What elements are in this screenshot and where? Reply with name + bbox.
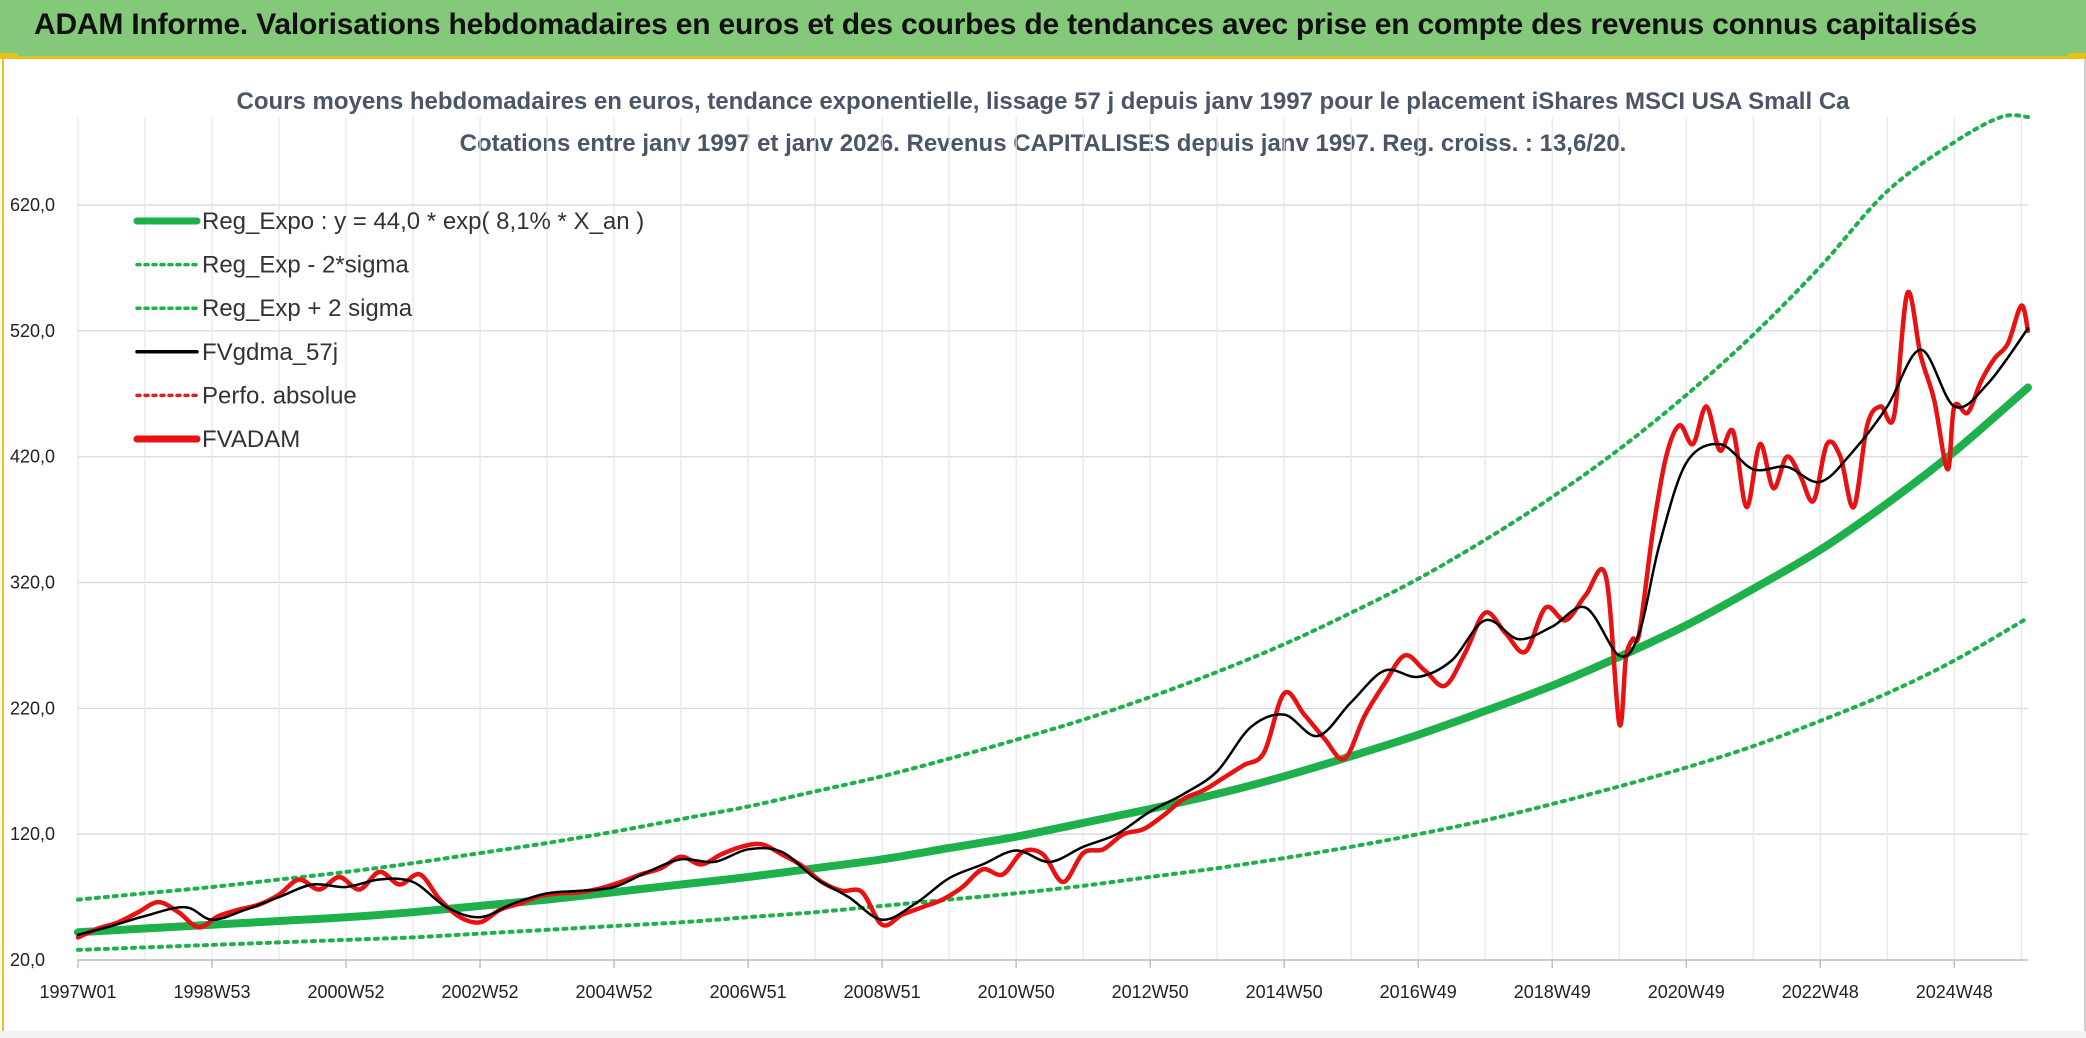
- chart-area: [2, 59, 2086, 1033]
- legend-label: FVgdma_57j: [202, 339, 338, 366]
- x-tick-label: 2018W49: [1514, 982, 1591, 1002]
- x-tick-label: 2002W52: [442, 982, 519, 1002]
- chart-subtitle: Cotations entre janv 1997 et janv 2026. …: [460, 130, 1627, 157]
- report-title: ADAM Informe. Valorisations hebdomadaire…: [34, 8, 1977, 41]
- x-tick-label: 1997W01: [39, 982, 116, 1002]
- report-header: ADAM Informe. Valorisations hebdomadaire…: [0, 0, 2086, 59]
- x-tick-label: 2004W52: [576, 982, 653, 1002]
- y-tick-label: 620,0: [10, 195, 55, 215]
- y-axis: 20,0 120,0 220,0 320,0 420,0 520,0 620,0: [10, 195, 55, 970]
- legend-label: Reg_Exp + 2 sigma: [202, 295, 413, 322]
- x-tick-label: 2016W49: [1380, 982, 1457, 1002]
- y-tick-label: 120,0: [10, 824, 55, 844]
- chart-title: Cours moyens hebdomadaires en euros, ten…: [237, 88, 1851, 115]
- y-tick-label: 420,0: [10, 447, 55, 467]
- series-fvadam: [75, 289, 2031, 940]
- legend-label: Reg_Expo : y = 44,0 * exp( 8,1% * X_an ): [202, 208, 644, 235]
- x-tick-label: 2020W49: [1648, 982, 1725, 1002]
- series-reg-exp-plus-2sigma: [76, 113, 2030, 902]
- series-reg-expo: [74, 383, 2032, 937]
- x-tick-label: 2000W52: [308, 982, 385, 1002]
- series-group: [74, 113, 2032, 952]
- x-tick-label: 2010W50: [978, 982, 1055, 1002]
- x-tick-label: 2022W48: [1782, 982, 1859, 1002]
- corner-mark-right: [2068, 53, 2086, 59]
- series-fvgdma-57j: [76, 327, 2030, 937]
- y-tick-label: 520,0: [10, 321, 55, 341]
- x-tick-label: 2024W48: [1916, 982, 1993, 1002]
- legend-label: Perfo. absolue: [202, 382, 357, 409]
- corner-mark-left: [0, 53, 18, 59]
- series-reg-exp-minus-2sigma: [76, 615, 2030, 952]
- y-tick-label: 20,0: [10, 950, 45, 970]
- y-tick-label: 320,0: [10, 573, 55, 593]
- x-tick-label: 1998W53: [173, 982, 250, 1002]
- legend: Reg_Expo : y = 44,0 * exp( 8,1% * X_an )…: [133, 208, 644, 453]
- x-tick-label: 2012W50: [1112, 982, 1189, 1002]
- grid: [77, 117, 2028, 961]
- bottom-edge: [0, 1031, 2086, 1038]
- x-axis: 1997W01 1998W53 2000W52 2002W52 2004W52 2006W…: [39, 959, 2028, 1002]
- legend-label: FVADAM: [202, 426, 300, 453]
- legend-label: Reg_Exp - 2*sigma: [202, 252, 409, 279]
- y-tick-label: 220,0: [10, 698, 55, 718]
- x-tick-label: 2014W50: [1246, 982, 1323, 1002]
- x-tick-label: 2008W51: [844, 982, 921, 1002]
- x-tick-label: 2006W51: [710, 982, 787, 1002]
